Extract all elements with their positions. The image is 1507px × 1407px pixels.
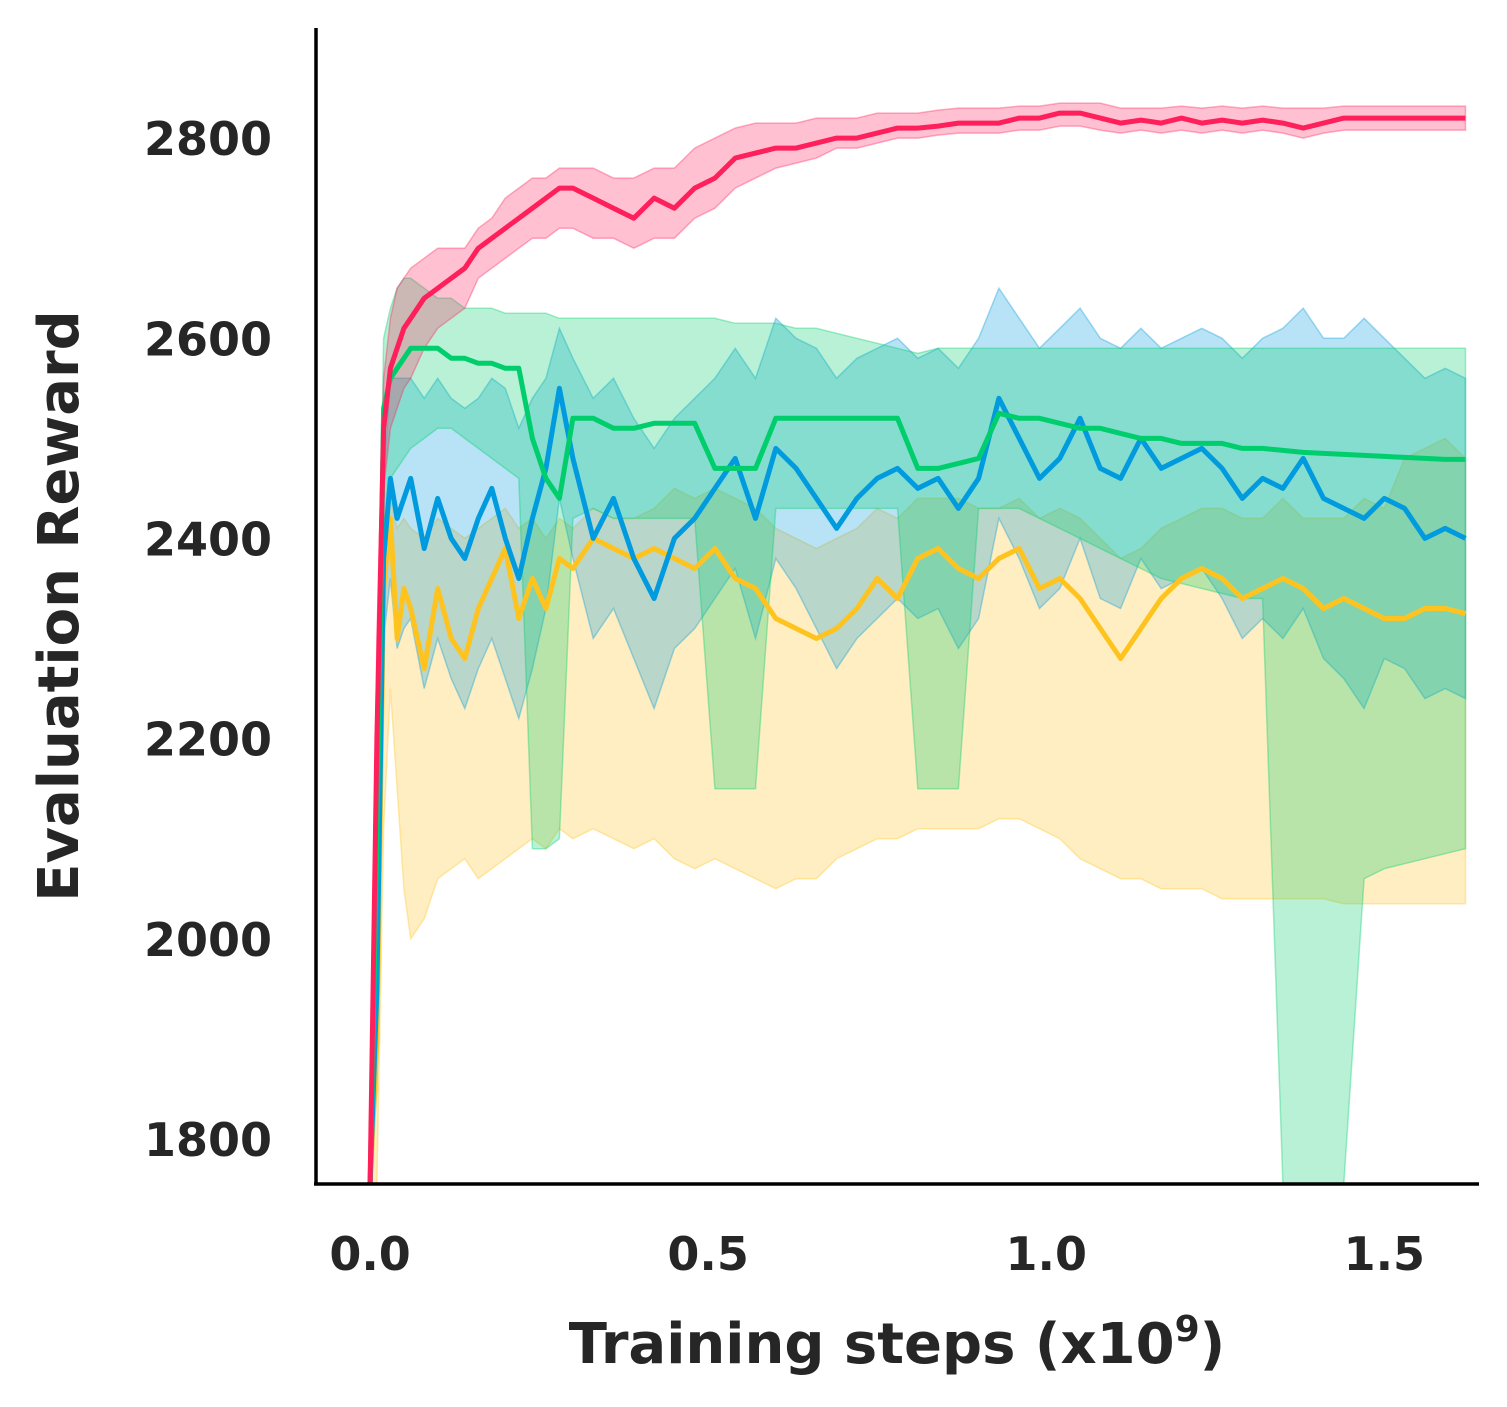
band-blue xyxy=(369,286,1467,1185)
band-green xyxy=(369,277,1467,1185)
y-axis-title: Evaluation Reward xyxy=(27,310,92,902)
x-tick-labels: 0.0 0.5 1.0 1.5 xyxy=(329,1227,1425,1281)
x-axis-title: Training steps (x109) xyxy=(569,1309,1225,1377)
y-tick-labels: 1800 2000 2200 2400 2600 2800 xyxy=(144,112,272,1167)
line-green xyxy=(367,345,1466,1185)
line-red xyxy=(367,110,1466,1185)
y-tick-label: 1800 xyxy=(144,1113,272,1167)
y-tick-label: 2600 xyxy=(144,312,272,366)
x-axis-title-exponent: 9 xyxy=(1175,1309,1200,1350)
x-tick-label: 1.0 xyxy=(1006,1227,1088,1281)
x-axis-title-main: Training steps (x10 xyxy=(569,1312,1175,1377)
x-tick-label: 0.0 xyxy=(329,1227,411,1281)
y-tick-label: 2400 xyxy=(144,512,272,566)
x-axis-title-suffix: ) xyxy=(1200,1312,1226,1377)
y-tick-label: 2000 xyxy=(144,913,272,967)
band-yellow xyxy=(369,437,1467,1185)
x-tick-label: 0.5 xyxy=(667,1227,749,1281)
confidence-bands xyxy=(369,102,1467,1185)
line-yellow xyxy=(367,515,1467,1185)
y-tick-label: 2200 xyxy=(144,713,272,767)
y-tick-label: 2800 xyxy=(144,112,272,166)
x-tick-label: 1.5 xyxy=(1344,1227,1426,1281)
line-blue xyxy=(367,385,1467,1185)
series-lines xyxy=(367,110,1467,1185)
